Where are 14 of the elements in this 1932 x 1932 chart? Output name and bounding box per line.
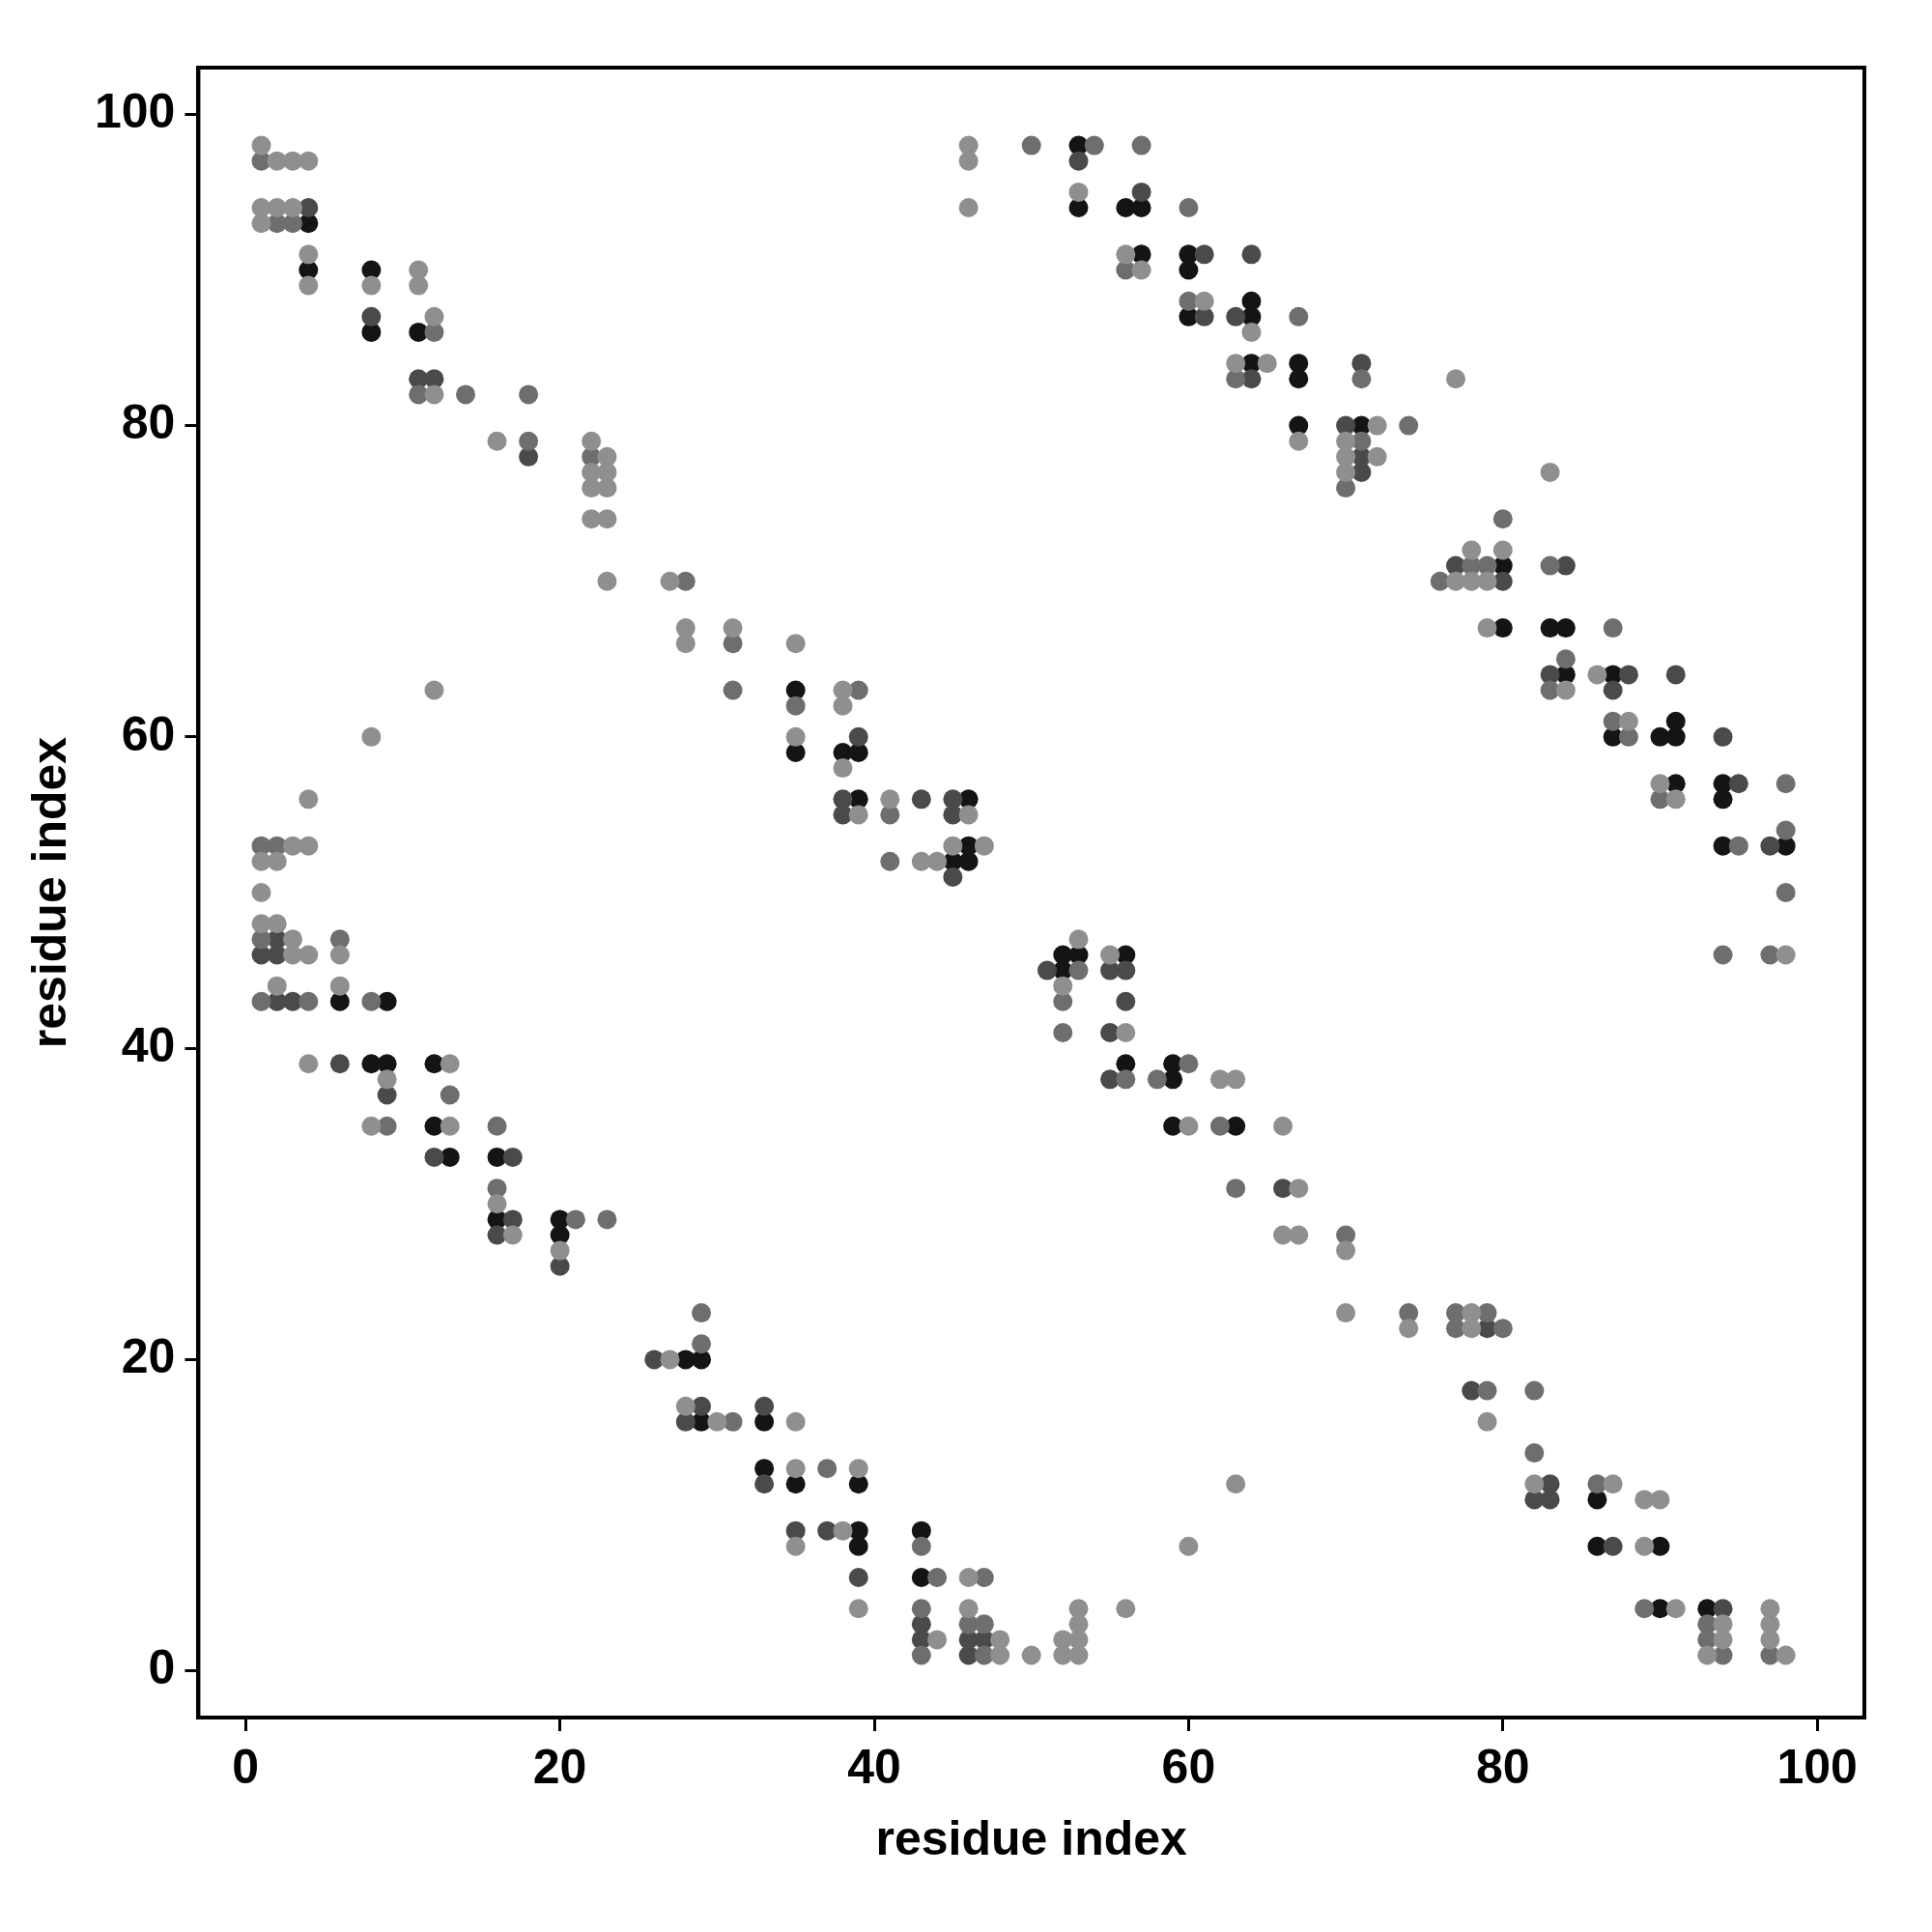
y-tick-label: 60 <box>121 706 176 761</box>
x-tick-label: 20 <box>532 1739 587 1794</box>
x-tick-label: 80 <box>1475 1739 1530 1794</box>
y-tick-label: 0 <box>148 1640 176 1695</box>
y-tick-label: 20 <box>121 1329 176 1384</box>
x-axis-title: residue index <box>875 1810 1188 1865</box>
x-tick-label: 100 <box>1776 1739 1858 1794</box>
y-tick-label: 100 <box>94 84 176 139</box>
y-axis-title: residue index <box>21 736 76 1049</box>
x-tick-label: 60 <box>1161 1739 1216 1794</box>
x-tick-label: 0 <box>232 1739 260 1794</box>
x-tick-label: 40 <box>847 1739 901 1794</box>
y-tick-label: 40 <box>121 1017 176 1072</box>
y-tick-label: 80 <box>121 395 176 450</box>
